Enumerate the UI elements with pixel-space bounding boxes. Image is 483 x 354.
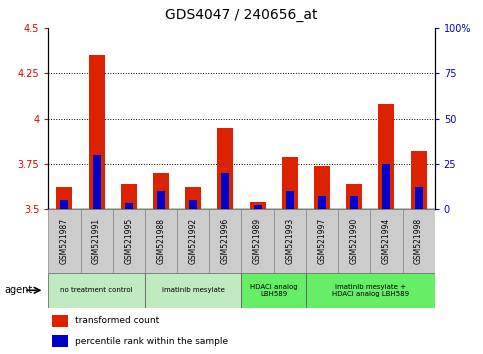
FancyBboxPatch shape (113, 209, 145, 273)
Bar (414, 187, 423, 209)
Text: GSM521987: GSM521987 (60, 218, 69, 264)
Text: imatinib mesylate: imatinib mesylate (162, 287, 225, 293)
FancyBboxPatch shape (242, 273, 306, 308)
Text: GSM521988: GSM521988 (156, 218, 166, 264)
Text: GSM521995: GSM521995 (124, 218, 133, 264)
FancyBboxPatch shape (306, 209, 338, 273)
Bar (88, 56, 105, 209)
Bar (189, 200, 197, 209)
Text: GSM521993: GSM521993 (285, 218, 294, 264)
FancyBboxPatch shape (370, 209, 402, 273)
Text: percentile rank within the sample: percentile rank within the sample (75, 337, 228, 346)
FancyBboxPatch shape (274, 209, 306, 273)
FancyBboxPatch shape (81, 209, 113, 273)
Bar (153, 173, 169, 209)
Bar (286, 191, 294, 209)
Bar (318, 196, 326, 209)
Text: GSM521989: GSM521989 (253, 218, 262, 264)
Bar (185, 187, 201, 209)
Bar (52, 335, 68, 347)
Text: GSM521998: GSM521998 (414, 218, 423, 264)
FancyBboxPatch shape (48, 209, 81, 273)
FancyBboxPatch shape (306, 273, 435, 308)
Bar (125, 204, 133, 209)
Text: GSM521992: GSM521992 (189, 218, 198, 264)
Text: imatinib mesylate +
HDACi analog LBH589: imatinib mesylate + HDACi analog LBH589 (332, 284, 409, 297)
Text: transformed count: transformed count (75, 316, 159, 325)
Bar (411, 151, 426, 209)
Bar (57, 187, 72, 209)
Text: GSM521991: GSM521991 (92, 218, 101, 264)
Text: no treatment control: no treatment control (60, 287, 133, 293)
Bar (52, 315, 68, 327)
Bar (378, 104, 395, 209)
Bar (93, 155, 100, 209)
Text: GSM521990: GSM521990 (350, 218, 359, 264)
FancyBboxPatch shape (145, 209, 177, 273)
Text: agent: agent (5, 285, 33, 295)
Text: GSM521994: GSM521994 (382, 218, 391, 264)
FancyBboxPatch shape (402, 209, 435, 273)
Bar (221, 173, 229, 209)
Text: GSM521996: GSM521996 (221, 218, 230, 264)
FancyBboxPatch shape (48, 273, 145, 308)
Text: GDS4047 / 240656_at: GDS4047 / 240656_at (165, 8, 318, 23)
Bar (383, 164, 390, 209)
FancyBboxPatch shape (209, 209, 242, 273)
Bar (217, 127, 233, 209)
Text: HDACi analog
LBH589: HDACi analog LBH589 (250, 284, 298, 297)
Text: GSM521997: GSM521997 (317, 218, 327, 264)
Bar (250, 202, 266, 209)
FancyBboxPatch shape (242, 209, 274, 273)
FancyBboxPatch shape (145, 273, 242, 308)
FancyBboxPatch shape (338, 209, 370, 273)
Bar (314, 166, 330, 209)
Bar (121, 184, 137, 209)
Bar (157, 191, 165, 209)
Bar (346, 184, 362, 209)
Bar (60, 200, 69, 209)
Bar (282, 156, 298, 209)
Bar (350, 196, 358, 209)
Bar (254, 205, 262, 209)
FancyBboxPatch shape (177, 209, 209, 273)
